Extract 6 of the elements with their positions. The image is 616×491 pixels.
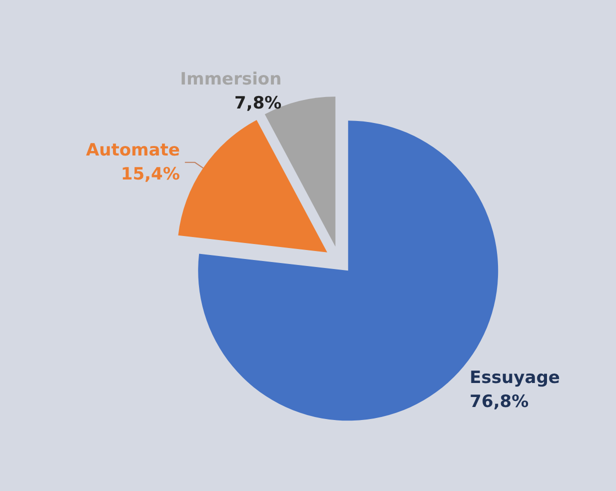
data-label: 15,4% (120, 164, 180, 184)
slice-label: Essuyage (470, 368, 560, 388)
data-label: 76,8% (470, 392, 529, 412)
slice-label: Automate (86, 140, 180, 160)
data-label: 7,8% (234, 93, 282, 114)
slice-label: Immersion (180, 69, 282, 90)
